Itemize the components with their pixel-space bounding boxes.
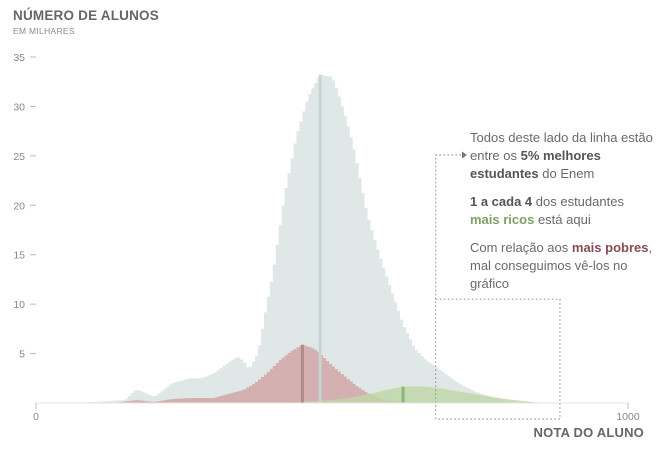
arrow-icon: [462, 151, 467, 159]
x-tick-label: 0: [33, 411, 39, 423]
annotation-poor: Com relação aos mais pobres, mal consegu…: [470, 239, 655, 293]
annotation-rich-bold: 1 a cada 4: [470, 194, 533, 209]
annotation-top5-post: do Enem: [538, 166, 595, 181]
annotation-rich-mid: dos estudantes: [532, 194, 624, 209]
annotation-top5-pre: Todos deste lado da linha estão entre os: [470, 130, 653, 163]
y-tick-label: 25: [13, 151, 25, 163]
distribution-areas: [68, 75, 581, 403]
annotation-poor-pre: Com relação aos: [470, 240, 572, 255]
median-lines: [300, 74, 405, 403]
y-tick-label: 35: [13, 52, 25, 64]
annotation-poor-post: , mal conseguimos vê-los no gráfico: [470, 240, 653, 291]
area-series-2: [112, 345, 439, 403]
area-series-3: [284, 386, 557, 403]
annotation-rich-post: está aqui: [534, 212, 591, 227]
y-tick-label: 10: [13, 299, 25, 311]
x-axis: 0 1000: [33, 402, 640, 423]
annotation-top5-bold: 5% melhores estudantes: [470, 148, 601, 181]
annotation-rich-highlight: mais ricos: [470, 212, 535, 227]
x-axis-title: NOTA DO ALUNO: [533, 425, 644, 440]
annotation-top5: Todos deste lado da linha estão entre os…: [470, 129, 655, 183]
y-tick-label: 15: [13, 250, 25, 262]
annotation-poor-highlight: mais pobres: [571, 240, 649, 255]
area-series-1: [68, 75, 581, 403]
top5-dotted-box: [435, 298, 561, 420]
y-tick-label: 30: [13, 101, 25, 113]
y-tick-label: 5: [19, 349, 25, 361]
annotation-connector: [435, 154, 462, 300]
top5-region: [435, 151, 561, 420]
y-axis-title: NÚMERO DE ALUNOS: [13, 8, 159, 23]
x-tick-label: 1000: [616, 411, 640, 423]
y-axis-subtitle: EM MILHARES: [13, 26, 75, 36]
y-tick-label: 20: [13, 200, 25, 212]
annotation-rich: 1 a cada 4 dos estudantes mais ricos est…: [470, 193, 655, 229]
y-axis: 5 10 15 20 25 30 35: [13, 52, 36, 361]
